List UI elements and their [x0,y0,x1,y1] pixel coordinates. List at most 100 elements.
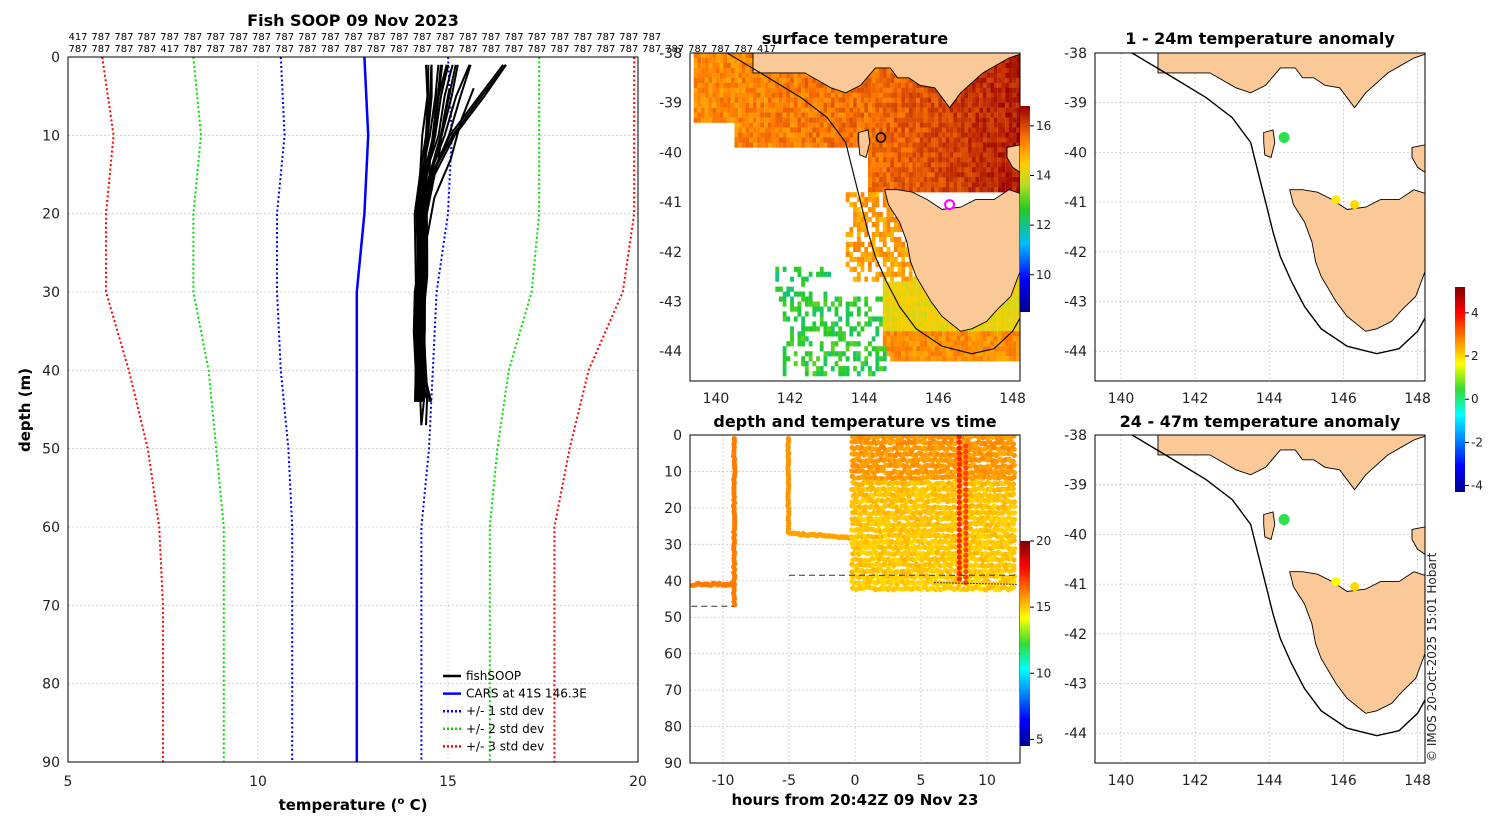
sst-pixel [834,97,839,103]
sst-pixel [1005,321,1009,327]
sst-pixel [916,92,920,98]
sst-pixel [816,127,820,133]
sst-pixel [1012,97,1017,103]
sst-pixel [1008,102,1013,108]
sst-pixel [1016,326,1020,332]
sst-pixel [1020,53,1024,58]
sst-pixel [923,356,928,362]
sst-pixel [1005,122,1009,128]
map-y-tick-label: -43 [1064,294,1087,310]
sst-pixel [1005,336,1009,342]
sst-pixel [767,102,772,108]
sst-pixel [868,112,872,118]
sst-pixel [790,77,794,83]
sst-pixel [793,87,798,93]
sst-pixel [875,97,880,103]
sst-pixel [901,127,906,133]
sst-pixel [893,217,898,223]
sst-pixel [830,102,835,108]
sst-pixel [723,82,728,88]
sst-pixel [893,326,898,332]
sst-pixel [801,361,805,367]
sst-pixel [782,132,787,138]
sst-pixel [853,241,857,247]
sst-pixel [1005,356,1009,362]
sst-pixel [897,82,902,88]
sst-pixel [790,92,794,98]
sst-pixel [971,331,976,337]
sst-pixel [868,306,872,312]
profile-count-label: 787 [367,32,386,43]
sst-pixel [934,187,939,193]
sst-pixel [871,122,876,128]
sst-pixel [886,167,891,173]
timeseries-point [882,503,888,509]
sst-pixel [1005,177,1009,183]
sst-pixel [905,77,909,83]
sst-pixel [960,137,965,143]
sst-pixel [801,142,805,148]
sst-pixel [916,102,920,108]
profile-count-label: 787 [137,44,156,55]
profile-count-label: 787 [344,44,363,55]
sst-pixel [986,336,991,342]
sst-pixel [801,276,805,282]
sst-pixel [804,371,809,377]
sst-pixel [908,321,913,327]
sst-pixel [893,351,898,357]
sst-pixel [771,137,776,143]
sst-pixel [786,107,791,113]
sst-pixel [908,346,913,352]
sst-pixel [893,122,898,128]
sst-pixel [923,152,928,158]
sst-pixel [845,127,850,133]
sst-pixel [1012,296,1017,302]
sst-pixel [901,316,906,322]
sst-pixel [838,336,843,342]
sst-pixel [938,187,943,193]
sst-pixel [804,336,809,342]
sst-pixel [693,72,698,79]
sst-pixel [853,87,857,93]
sst-pixel [1012,72,1017,79]
sst-pixel [827,137,831,143]
sst-pixel [901,182,906,188]
sst-pixel [730,67,735,74]
sst-pixel [864,361,869,367]
sst-pixel [693,87,698,93]
sst-pixel [693,62,698,69]
sst-pixel [949,107,954,113]
sst-pixel [886,122,891,128]
sst-pixel [1005,82,1009,88]
sst-pixel [968,187,972,193]
sst-pixel [942,122,946,128]
sst-pixel [882,351,887,357]
sst-pixel [1020,341,1024,346]
sst-pixel [719,62,724,69]
sst-pixel [1012,167,1017,173]
sst-pixel [749,62,754,69]
sst-pixel [919,87,924,93]
sst-pixel [868,187,872,193]
sst-pixel [916,117,920,123]
sst-pixel [760,127,765,133]
sst-pixel [945,172,950,178]
sst-pixel [893,236,898,243]
sst-pixel [871,167,876,173]
sst-pixel [975,97,980,103]
sst-pixel [912,177,917,183]
sst-pixel [879,246,883,252]
sst-pixel [938,132,943,138]
sst-pixel [1016,346,1020,352]
sst-pixel [994,72,998,79]
sst-pixel [1001,157,1006,163]
sst-pixel [912,316,917,322]
sst-pixel [864,112,869,118]
sst-pixel [738,62,742,69]
sst-pixel [975,87,980,93]
sst-pixel [886,162,891,168]
sst-pixel [1001,346,1006,352]
sst-pixel [868,97,872,103]
sst-pixel [864,311,869,317]
